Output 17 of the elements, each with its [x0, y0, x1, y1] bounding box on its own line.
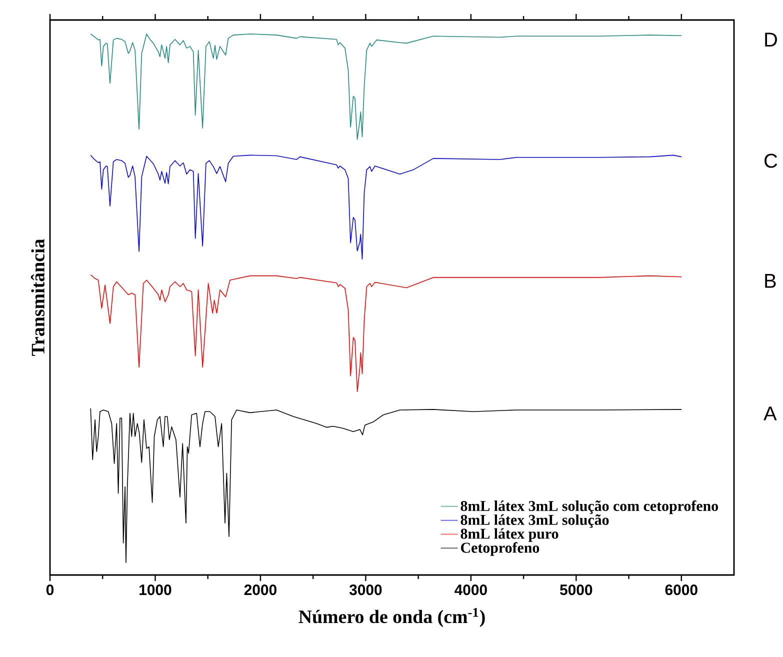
- x-tick-label: 4000: [454, 584, 487, 596]
- x-tick-label: 2000: [244, 584, 276, 596]
- text: C: [764, 154, 778, 168]
- x-tick-label: 1000: [140, 584, 172, 596]
- legend-label: Cetoprofeno: [461, 542, 540, 556]
- x-tick-label: 5000: [560, 584, 592, 596]
- text: D: [765, 32, 777, 46]
- text: A: [764, 406, 777, 420]
- y-axis-title: Transmitância: [30, 239, 44, 356]
- text: B: [765, 274, 776, 288]
- legend-label: 8mL látex 3mL solução: [460, 514, 609, 528]
- x-axis-title: Número de onda (cm$^{-1}$): [298, 608, 485, 627]
- legend-label: 8mL látex puro: [460, 528, 558, 542]
- x-tick-label: 0: [46, 584, 54, 596]
- x-tick-label: 6000: [665, 584, 698, 596]
- x-tick-label: 3000: [349, 584, 382, 596]
- legend-label: 8mL látex 3mL solução com cetoprofeno: [460, 500, 718, 514]
